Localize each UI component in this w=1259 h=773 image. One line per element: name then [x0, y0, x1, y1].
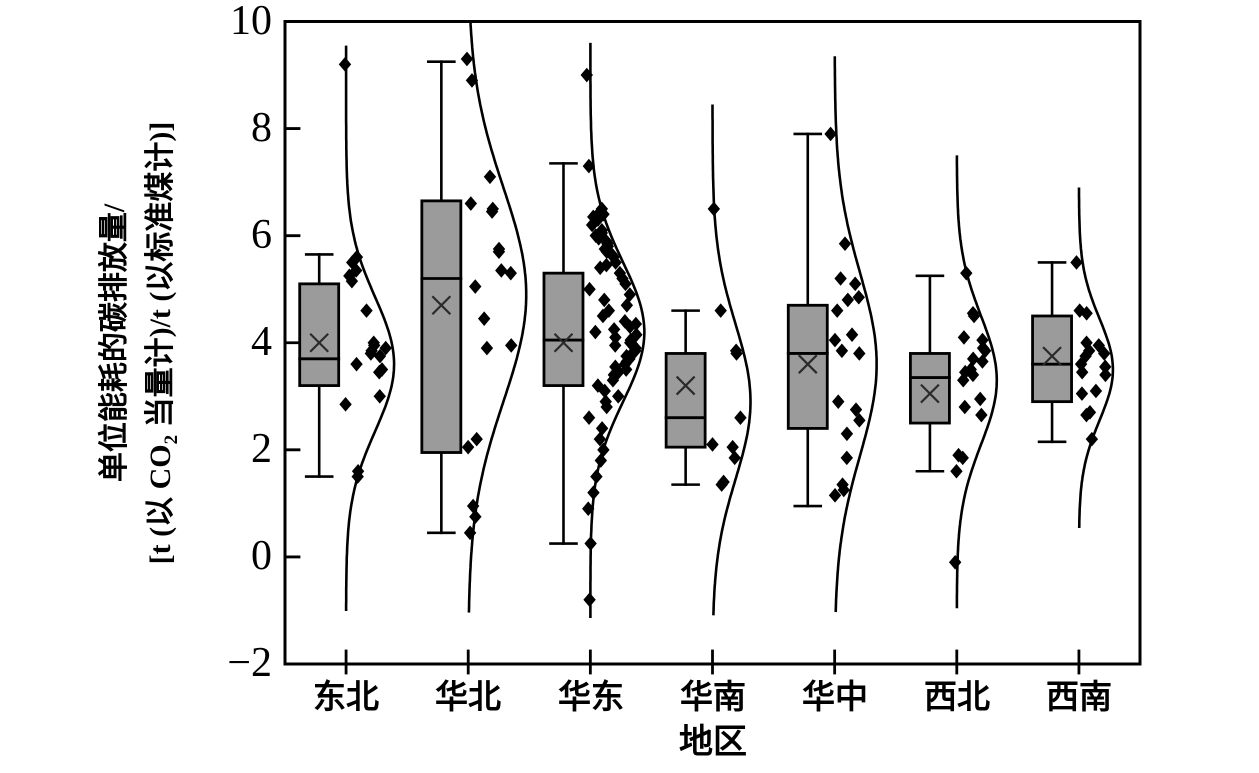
y-tick-label-8: 8 [251, 105, 272, 151]
x-tick-label-huanan: 华南 [680, 680, 746, 716]
x-tick-label-dongbei: 东北 [313, 680, 379, 716]
y-tick-label-neg2: −2 [227, 640, 272, 686]
x-tick-label-xinan: 西南 [1046, 680, 1112, 716]
y-tick-label-4: 4 [251, 319, 272, 365]
y-tick-label-2: 2 [251, 426, 272, 472]
x-axis-title: 地区 [679, 724, 747, 761]
y-tick-label-10: 10 [230, 0, 272, 44]
x-tick-label-huadong: 华东 [558, 680, 624, 716]
x-tick-label-huazhong: 华中 [802, 680, 868, 716]
y-tick-label-6: 6 [251, 212, 272, 258]
x-tick-label-xibei: 西北 [924, 680, 990, 716]
x-tick-label-huabei: 华北 [435, 680, 501, 716]
y-axis-title-line1: 单位能耗的碳排放量/ [98, 203, 131, 483]
y-tick-label-0: 0 [251, 533, 272, 579]
